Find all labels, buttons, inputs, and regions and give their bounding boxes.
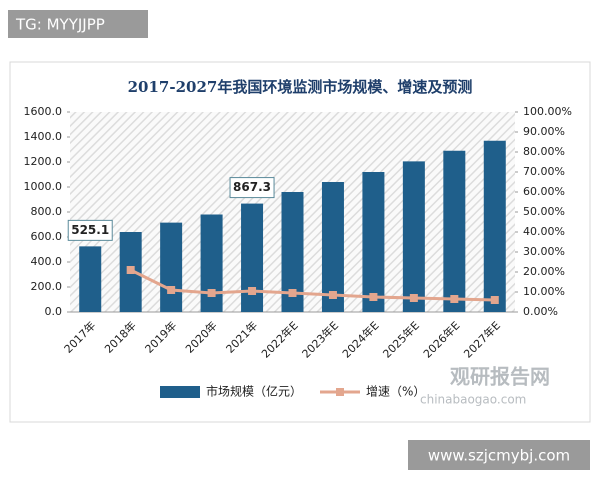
y-tick-label: 400.0 — [31, 255, 63, 268]
y2-tick-label: 70.00% — [523, 165, 565, 178]
marker — [490, 296, 499, 304]
marker — [409, 294, 418, 302]
chart-title: 2017-2027年我国环境监测市场规模、增速及预测 — [128, 78, 473, 96]
legend-swatch — [160, 386, 200, 398]
bar — [321, 182, 344, 312]
bar — [443, 150, 466, 312]
y-tick-label: 200.0 — [31, 280, 63, 293]
bar — [200, 214, 223, 312]
y-tick-label: 1000.0 — [24, 180, 63, 193]
site-box — [408, 440, 590, 470]
y-tick-label: 1600.0 — [24, 105, 63, 118]
y2-tick-label: 50.00% — [523, 205, 565, 218]
marker — [450, 295, 459, 303]
bar — [483, 140, 506, 312]
value-label-box — [67, 219, 113, 241]
watermark-url: chinabaogao.com — [420, 393, 526, 407]
site: www.szjcmybj.com — [428, 447, 570, 465]
marker — [207, 289, 216, 297]
y2-tick-label: 0.00% — [523, 305, 558, 318]
y2-tick-label: 20.00% — [523, 265, 565, 278]
legend-label: 增速（%） — [366, 385, 425, 399]
bar — [362, 172, 385, 312]
legend-marker — [336, 388, 344, 396]
value-label: 525.1 — [71, 223, 109, 237]
line — [130, 268, 495, 302]
value-label-box — [229, 177, 275, 199]
marker — [167, 286, 176, 294]
legend-label: 市场规模（亿元） — [206, 384, 302, 399]
marker — [328, 291, 337, 299]
y-tick-label: 600.0 — [31, 230, 63, 243]
marker — [288, 289, 297, 297]
y2-tick-label: 90.00% — [523, 125, 565, 138]
value-label: 867.3 — [233, 180, 271, 194]
y2-tick-label: 10.00% — [523, 285, 565, 298]
y2-tick-label: 40.00% — [523, 225, 565, 238]
bar — [281, 192, 304, 312]
watermark: 观研报告网 — [450, 365, 550, 389]
y-tick-label: 800.0 — [31, 205, 63, 218]
marker — [126, 266, 135, 274]
tag: TG: MYYJJPP — [15, 16, 105, 34]
marker — [248, 287, 257, 295]
y2-tick-label: 80.00% — [523, 145, 565, 158]
y2-tick-label: 30.00% — [523, 245, 565, 258]
bar — [402, 161, 425, 312]
tag-box — [8, 10, 148, 38]
bar — [241, 203, 264, 312]
bar — [160, 222, 183, 312]
marker — [369, 293, 378, 301]
y-tick-label: 1400.0 — [24, 130, 63, 143]
y-tick-label: 1200.0 — [24, 155, 63, 168]
y-tick-label: 0.0 — [45, 305, 63, 318]
y2-tick-label: 100.00% — [523, 105, 572, 118]
y2-tick-label: 60.00% — [523, 185, 565, 198]
bar — [79, 246, 102, 312]
